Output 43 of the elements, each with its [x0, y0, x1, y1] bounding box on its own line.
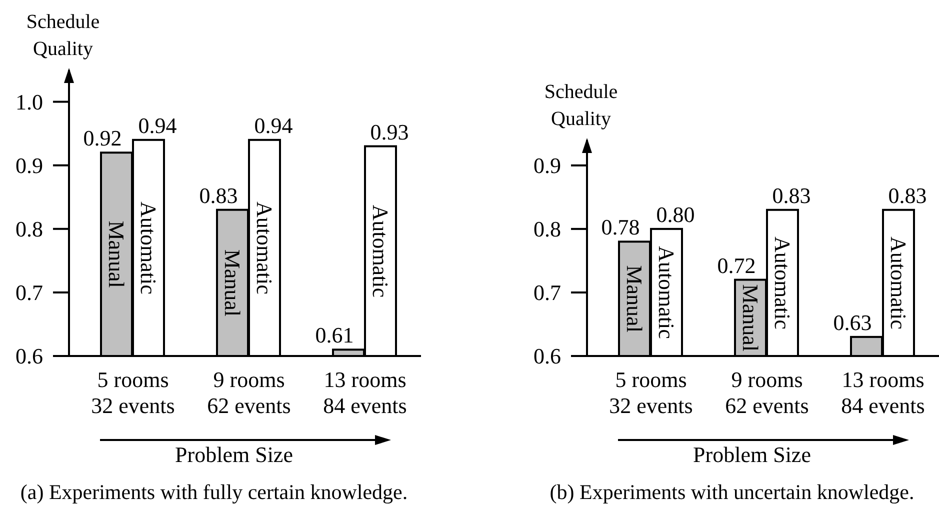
- y-tick-label: 0.6: [16, 344, 43, 369]
- y-tick-label: 0.8: [16, 216, 43, 242]
- text: (b) Experiments with uncertain knowledge.: [550, 480, 914, 504]
- text: Automatic: [770, 236, 795, 330]
- series-label: Manual: [104, 220, 129, 288]
- legend-label: Manual: [622, 265, 647, 332]
- x-tick-label: 13 rooms 84 events: [323, 367, 407, 418]
- text: Automatic: [368, 204, 393, 298]
- x-tick-label: 9 rooms 62 events: [725, 367, 809, 418]
- y-tick-label: 0.9: [16, 153, 43, 178]
- y-axis-title: Schedule Quality: [26, 11, 100, 60]
- y-tick-label: 1.0: [16, 89, 43, 114]
- data-label: 0.94: [254, 112, 293, 138]
- x-tick-label: 13 rooms 84 events: [841, 367, 925, 418]
- data-label: 0.78: [601, 214, 640, 240]
- data-label: 0.83: [199, 182, 238, 208]
- text: Manual: [738, 284, 763, 352]
- data-label: 0.72: [717, 252, 756, 278]
- x-axis-title: Problem Size: [693, 442, 811, 467]
- data-label: 0.80: [656, 202, 695, 227]
- data-label: 0.83: [888, 182, 927, 208]
- series-label: Automatic: [136, 202, 161, 295]
- x-tick-label: 5 rooms 32 events: [91, 367, 175, 418]
- data-label: 0.93: [370, 119, 409, 144]
- y-axis-title: Schedule Quality: [544, 81, 618, 130]
- data-label: 0.94: [138, 112, 177, 138]
- text: Automatic: [252, 202, 277, 294]
- y-tick-label: 0.7: [534, 280, 561, 306]
- y-tick-label: 0.7: [16, 280, 43, 306]
- text: Manual: [220, 249, 245, 317]
- x-axis-title: Problem Size: [175, 442, 293, 467]
- data-label: 0.83: [772, 182, 811, 208]
- x-tick-label: 9 rooms 62 events: [207, 367, 291, 418]
- y-tick-label: 0.8: [534, 216, 561, 242]
- data-label: 0.63: [833, 310, 872, 335]
- data-label: 0.92: [83, 126, 122, 151]
- y-tick-label: 0.6: [534, 344, 561, 369]
- y-tick-label: 0.9: [534, 153, 561, 178]
- data-label: 0.61: [315, 322, 354, 348]
- x-tick-label: 5 rooms 32 events: [609, 367, 693, 418]
- text: Automatic: [886, 236, 911, 330]
- text: (a) Experiments with fully certain knowledge.: [20, 480, 408, 504]
- series-label: Automatic: [654, 246, 679, 340]
